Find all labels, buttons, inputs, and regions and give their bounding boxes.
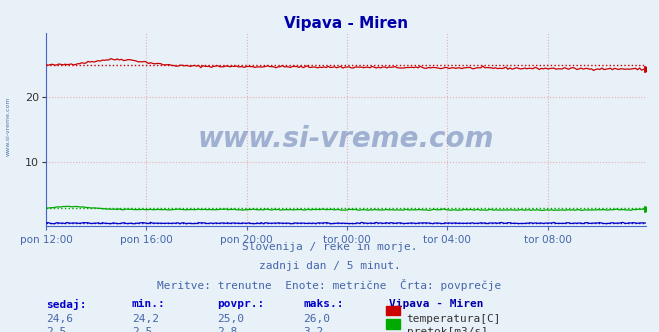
Text: 2,5: 2,5 — [132, 327, 152, 332]
Title: Vipava - Miren: Vipava - Miren — [284, 16, 408, 31]
Text: 2,8: 2,8 — [217, 327, 238, 332]
Text: Vipava - Miren: Vipava - Miren — [389, 299, 483, 309]
Text: sedaj:: sedaj: — [46, 299, 86, 310]
Text: temperatura[C]: temperatura[C] — [407, 314, 501, 324]
Text: www.si-vreme.com: www.si-vreme.com — [198, 125, 494, 153]
Text: www.si-vreme.com: www.si-vreme.com — [5, 96, 11, 156]
Text: Slovenija / reke in morje.: Slovenija / reke in morje. — [242, 242, 417, 252]
Text: 24,6: 24,6 — [46, 314, 73, 324]
Text: Meritve: trenutne  Enote: metrične  Črta: povprečje: Meritve: trenutne Enote: metrične Črta: … — [158, 279, 501, 291]
Text: povpr.:: povpr.: — [217, 299, 265, 309]
Text: maks.:: maks.: — [303, 299, 343, 309]
Text: 3,2: 3,2 — [303, 327, 324, 332]
Text: 26,0: 26,0 — [303, 314, 330, 324]
Text: min.:: min.: — [132, 299, 165, 309]
Text: 24,2: 24,2 — [132, 314, 159, 324]
Text: 25,0: 25,0 — [217, 314, 244, 324]
Text: pretok[m3/s]: pretok[m3/s] — [407, 327, 488, 332]
Text: zadnji dan / 5 minut.: zadnji dan / 5 minut. — [258, 261, 401, 271]
Text: 2,5: 2,5 — [46, 327, 67, 332]
